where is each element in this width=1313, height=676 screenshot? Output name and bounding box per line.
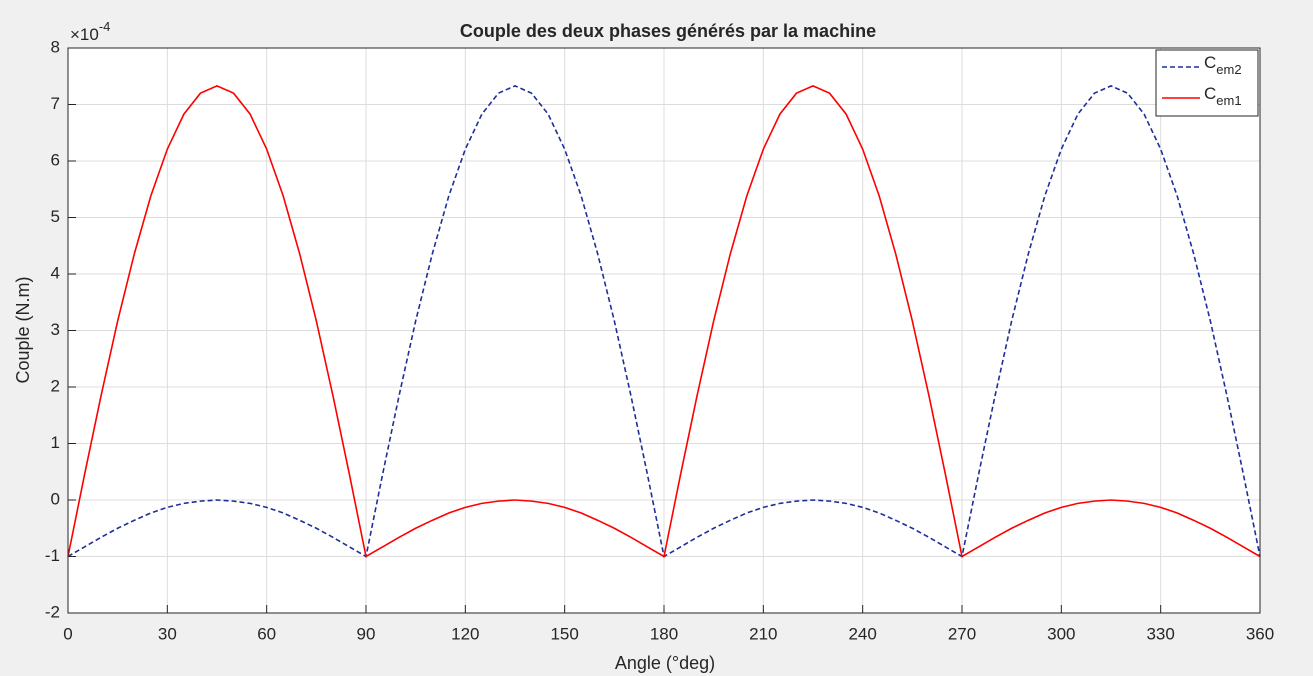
- plot-border: [67, 47, 1261, 614]
- y-tick-label: -1: [45, 546, 60, 565]
- x-axis-label: Angle (°deg): [615, 653, 715, 673]
- y-multiplier: ×10-4: [70, 19, 110, 44]
- x-tick-label: 210: [749, 624, 777, 643]
- x-tick-label: 120: [451, 624, 479, 643]
- legend-label: Cem1: [1204, 84, 1242, 108]
- y-tick-label: 6: [51, 150, 60, 169]
- y-axis-label: Couple (N.m): [13, 276, 33, 383]
- y-tick-label: 0: [51, 489, 60, 508]
- y-tick-label: 3: [51, 320, 60, 339]
- x-tick-label: 360: [1246, 624, 1274, 643]
- y-tick-label: 7: [51, 94, 60, 113]
- y-multiplier-exponent: -4: [99, 19, 111, 34]
- x-tick-label: 150: [550, 624, 578, 643]
- chart-title: Couple des deux phases générés par la ma…: [460, 21, 876, 41]
- x-tick-label: 300: [1047, 624, 1075, 643]
- series-line: [67, 84, 1261, 558]
- y-tick-label: 8: [51, 37, 60, 56]
- x-tick-label: 0: [63, 624, 72, 643]
- legend-label: Cem2: [1204, 53, 1242, 77]
- legend-box: [1155, 49, 1259, 117]
- y-multiplier-base: ×10: [70, 25, 99, 44]
- x-tick-label: 60: [257, 624, 276, 643]
- x-tick-label: 30: [158, 624, 177, 643]
- y-tick-label: -2: [45, 602, 60, 621]
- x-tick-label: 270: [948, 624, 976, 643]
- y-tick-label: 5: [51, 207, 60, 226]
- x-tick-label: 180: [650, 624, 678, 643]
- y-tick-label: 1: [51, 433, 60, 452]
- x-tick-label: 90: [357, 624, 376, 643]
- x-tick-label: 240: [848, 624, 876, 643]
- x-tick-label: 330: [1146, 624, 1174, 643]
- y-tick-label: 2: [51, 376, 60, 395]
- y-tick-label: 4: [51, 263, 60, 282]
